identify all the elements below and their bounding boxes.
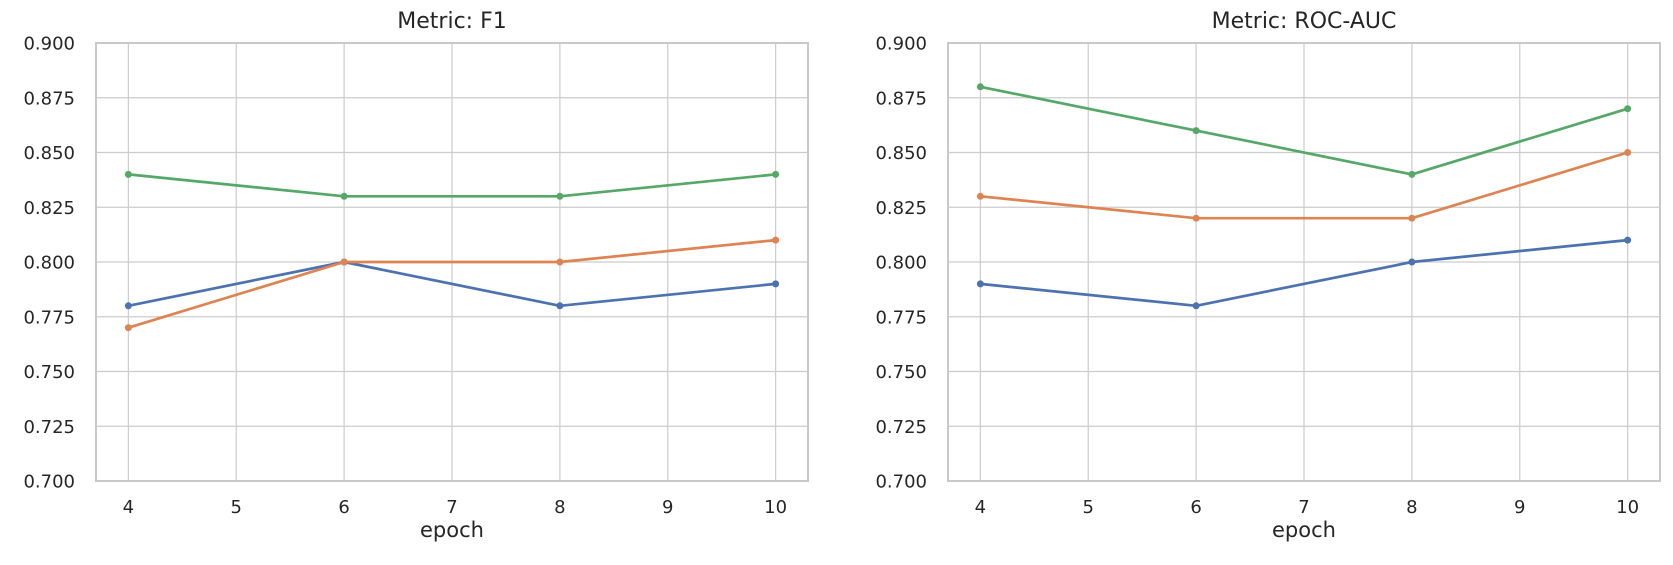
data-point-marker — [556, 302, 564, 310]
y-tick-label: 0.775 — [23, 307, 75, 328]
data-point-marker — [976, 280, 984, 288]
y-tick-label: 0.900 — [23, 34, 75, 55]
data-point-marker — [1624, 236, 1632, 244]
data-point-marker — [976, 83, 984, 91]
x-tick-label: 9 — [1514, 497, 1525, 518]
data-point-marker — [340, 192, 348, 200]
y-tick-label: 0.700 — [23, 472, 75, 493]
series-line — [127, 260, 777, 308]
y-tick-label: 0.800 — [23, 253, 75, 274]
data-point-marker — [556, 192, 564, 200]
data-point-marker — [556, 258, 564, 266]
x-axis-label-right: epoch — [1272, 518, 1336, 542]
plot-border — [95, 42, 809, 482]
x-tick-label: 5 — [231, 497, 242, 518]
y-tick-label: 0.725 — [23, 417, 75, 438]
data-point-marker — [1624, 149, 1632, 156]
data-point-marker — [124, 324, 132, 332]
x-tick-label: 4 — [123, 497, 134, 518]
y-tick-label: 0.825 — [23, 198, 75, 219]
data-point-marker — [1408, 170, 1416, 178]
y-tick-label: 0.825 — [875, 198, 927, 219]
series-line — [979, 151, 1629, 220]
series-line — [979, 85, 1629, 176]
y-tick-label: 0.725 — [875, 417, 927, 438]
x-tick-label: 7 — [1298, 497, 1309, 518]
series-line — [127, 173, 777, 198]
data-point-marker — [1408, 214, 1416, 222]
y-tick-label: 0.900 — [875, 34, 927, 55]
x-tick-label: 4 — [975, 497, 986, 518]
x-tick-label: 8 — [1406, 497, 1417, 518]
data-point-marker — [772, 236, 780, 244]
x-tick-label: 7 — [446, 497, 457, 518]
x-tick-label: 5 — [1083, 497, 1094, 518]
plot-border — [947, 42, 1661, 482]
y-tick-label: 0.850 — [23, 143, 75, 164]
data-point-marker — [1192, 302, 1200, 310]
y-tick-label: 0.875 — [875, 88, 927, 109]
data-point-marker — [976, 192, 984, 200]
data-point-marker — [1624, 105, 1632, 113]
series-line — [979, 238, 1629, 308]
data-point-marker — [124, 302, 132, 310]
series-line — [127, 238, 777, 330]
data-point-marker — [1408, 258, 1416, 266]
x-tick-label: 6 — [1190, 497, 1201, 518]
data-point-marker — [1192, 214, 1200, 222]
x-tick-label: 10 — [1616, 497, 1639, 518]
data-point-marker — [340, 258, 348, 266]
x-tick-label: 10 — [764, 497, 787, 518]
y-tick-label: 0.750 — [875, 362, 927, 383]
y-tick-label: 0.800 — [875, 253, 927, 274]
y-tick-label: 0.775 — [875, 307, 927, 328]
data-point-marker — [124, 170, 132, 178]
data-point-marker — [772, 280, 780, 288]
x-tick-label: 6 — [338, 497, 349, 518]
y-tick-label: 0.850 — [875, 143, 927, 164]
data-point-marker — [772, 170, 780, 178]
chart-title-f1: Metric: F1 — [397, 9, 507, 34]
x-tick-label: 9 — [662, 497, 673, 518]
chart-title-roc-auc: Metric: ROC-AUC — [1211, 9, 1397, 34]
y-tick-label: 0.875 — [23, 88, 75, 109]
y-tick-label: 0.700 — [875, 472, 927, 493]
y-tick-label: 0.750 — [23, 362, 75, 383]
data-point-marker — [1192, 127, 1200, 135]
x-tick-label: 8 — [554, 497, 565, 518]
x-axis-label-left: epoch — [420, 518, 484, 542]
